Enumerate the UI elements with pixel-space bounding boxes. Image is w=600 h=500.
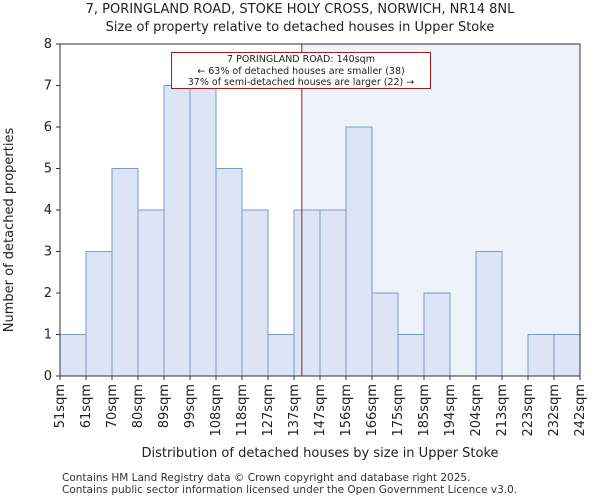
y-tick-label: 4 (44, 203, 52, 218)
bar-108sqm (215, 168, 243, 377)
x-tick-label: 51sqm (53, 384, 68, 428)
chart-title-address: 7, PORINGLAND ROAD, STOKE HOLY CROSS, NO… (85, 2, 515, 17)
x-tick-label: 194sqm (443, 384, 458, 437)
bar-89sqm (163, 85, 191, 377)
x-tick-label: 80sqm (131, 384, 146, 428)
y-tick-label: 7 (44, 79, 52, 94)
x-tick-label: 175sqm (391, 384, 406, 437)
x-tick-label: 232sqm (547, 384, 562, 437)
y-tick-label: 5 (44, 162, 52, 177)
footer-copyright: Contains HM Land Registry data © Crown c… (62, 472, 471, 484)
bar-99sqm (189, 85, 217, 377)
annotation-line-3: 37% of semi-detached houses are larger (… (187, 77, 415, 88)
bar-223sqm (527, 334, 555, 377)
bar-232sqm (553, 334, 581, 377)
x-tick-label: 223sqm (521, 384, 536, 437)
chart-title: Size of property relative to detached ho… (105, 20, 495, 35)
bar-70sqm (111, 168, 139, 377)
footer-licence: Contains public sector information licen… (62, 484, 518, 496)
y-axis-label: Number of detached properties (2, 128, 17, 333)
y-tick-label: 2 (44, 286, 52, 301)
x-tick-label: 127sqm (261, 384, 276, 437)
bar-185sqm (423, 292, 451, 377)
x-tick-label: 242sqm (573, 384, 588, 437)
x-tick-label: 137sqm (287, 384, 302, 437)
x-tick-label: 166sqm (365, 384, 380, 437)
x-tick-label: 118sqm (235, 384, 250, 437)
property-annotation-box: 7 PORINGLAND ROAD: 140sqm ← 63% of detac… (171, 52, 431, 89)
y-tick-label: 6 (44, 120, 52, 135)
bar-175sqm (397, 334, 425, 377)
x-axis-label: Distribution of detached houses by size … (141, 446, 498, 461)
x-tick-label: 185sqm (417, 384, 432, 437)
x-tick-label: 89sqm (157, 384, 172, 428)
y-tick-label: 3 (44, 245, 52, 260)
y-tick-label: 1 (44, 328, 52, 343)
annotation-line-2: ← 63% of detached houses are smaller (38… (197, 65, 405, 77)
bar-166sqm (371, 292, 399, 377)
y-tick-label: 8 (44, 37, 52, 52)
x-tick-label: 99sqm (183, 384, 198, 428)
bar-61sqm (85, 251, 113, 377)
bar-204sqm (475, 251, 503, 377)
bar-127sqm (267, 334, 295, 377)
bar-51sqm (59, 334, 87, 377)
bar-156sqm (345, 126, 373, 377)
x-tick-label: 108sqm (209, 384, 224, 437)
x-tick-label: 147sqm (313, 384, 328, 437)
x-tick-label: 61sqm (79, 384, 94, 428)
x-tick-label: 70sqm (105, 384, 120, 428)
y-tick-label: 0 (44, 369, 52, 384)
x-tick-label: 156sqm (339, 384, 354, 437)
x-tick-label: 213sqm (495, 384, 510, 437)
bar-118sqm (241, 209, 269, 377)
bar-80sqm (137, 209, 165, 377)
annotation-line-1: 7 PORINGLAND ROAD: 140sqm (227, 54, 375, 65)
bar-137sqm (293, 209, 321, 377)
x-tick-label: 204sqm (469, 384, 484, 437)
bar-147sqm (319, 209, 347, 377)
